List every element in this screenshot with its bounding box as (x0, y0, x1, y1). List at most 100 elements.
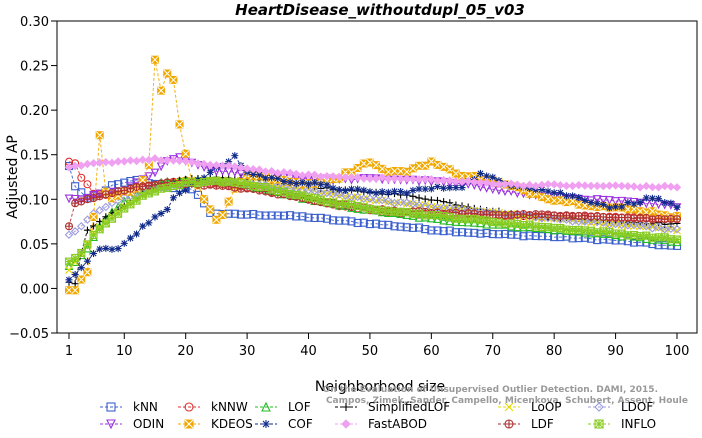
data-point (402, 223, 411, 232)
data-point-star (384, 207, 393, 215)
data-point (654, 241, 663, 250)
data-point-star (163, 183, 172, 192)
data-point (83, 193, 92, 203)
data-point (568, 217, 577, 226)
data-point (458, 184, 466, 192)
data-point-star (636, 232, 645, 241)
data-point (433, 211, 442, 220)
data-point (353, 192, 362, 202)
data-point-plus (505, 420, 513, 428)
data-point (298, 212, 307, 221)
data-point (64, 230, 74, 240)
data-point (83, 240, 92, 249)
data-point-star (562, 225, 571, 234)
x-tick-label: 100 (665, 344, 690, 359)
data-point-cross (95, 131, 104, 140)
data-point (574, 180, 583, 190)
data-point-star (249, 182, 258, 190)
data-point-plus (71, 199, 79, 207)
data-point (101, 157, 111, 167)
data-point (106, 402, 116, 412)
legend-label: COF (288, 417, 313, 431)
data-point-star (476, 216, 485, 224)
y-tick-label: 0.00 (20, 282, 49, 297)
data-point (181, 156, 190, 166)
data-point-star (482, 216, 491, 225)
data-point (377, 195, 387, 205)
data-point (262, 420, 270, 428)
data-point-star (114, 209, 123, 218)
data-point (648, 194, 656, 202)
data-point (409, 186, 417, 194)
data-point-star (519, 221, 528, 229)
data-point (249, 182, 258, 191)
data-point (569, 192, 577, 200)
data-point (666, 224, 676, 234)
data-point (415, 185, 423, 193)
data-point-star (580, 226, 589, 235)
data-point (672, 224, 682, 234)
data-point-star (157, 184, 166, 193)
data-point-star (372, 205, 380, 214)
data-point (157, 209, 165, 217)
data-point-star (255, 183, 264, 191)
data-point (273, 211, 282, 220)
data-point (305, 180, 313, 188)
data-point (218, 178, 227, 187)
legend-item-fastabod: FastABOD (335, 417, 427, 431)
data-point (390, 222, 399, 231)
data-point (365, 220, 374, 229)
data-point (138, 155, 147, 164)
legend-item-ldf: LDF (498, 417, 554, 431)
data-point (144, 172, 154, 182)
data-point (623, 181, 633, 191)
data-point (599, 235, 608, 244)
data-point-star (218, 178, 227, 187)
data-point-star (243, 180, 251, 189)
series-knn (64, 161, 682, 250)
data-point (273, 187, 282, 196)
data-point-star (200, 178, 208, 186)
data-point (378, 188, 386, 196)
x-tick-label: 80 (546, 344, 563, 359)
data-point (348, 185, 356, 193)
data-point (445, 226, 454, 235)
data-point (126, 234, 134, 242)
data-point-cross (218, 211, 227, 219)
data-point (654, 183, 663, 192)
data-point (199, 159, 209, 169)
data-point-star (433, 211, 442, 220)
data-point (648, 182, 657, 192)
data-point (77, 264, 85, 272)
data-point-cross (175, 120, 184, 129)
data-point-star (323, 198, 331, 206)
data-point (396, 222, 405, 231)
data-point (543, 223, 553, 232)
data-point (329, 198, 338, 207)
data-point-plus (77, 197, 85, 205)
data-point (587, 199, 595, 207)
data-point (347, 192, 356, 202)
data-point (531, 181, 540, 191)
data-point (206, 205, 215, 214)
data-point-star (439, 212, 448, 220)
data-point (476, 178, 485, 187)
data-point (513, 230, 522, 239)
data-point (420, 174, 430, 184)
data-point-star (531, 222, 540, 231)
data-point (261, 401, 271, 412)
data-point-star (280, 187, 288, 196)
data-point (384, 220, 393, 229)
data-point (96, 245, 104, 253)
data-point (120, 204, 129, 213)
data-point (133, 230, 141, 238)
data-point (359, 218, 368, 227)
data-point (617, 181, 626, 191)
data-point-star (267, 185, 276, 194)
data-point (268, 174, 276, 182)
data-point-plus (126, 185, 134, 193)
data-point-star (187, 178, 196, 187)
data-point (347, 173, 356, 182)
data-point (175, 120, 184, 129)
legend-item-ldof: LDOF (588, 400, 653, 414)
